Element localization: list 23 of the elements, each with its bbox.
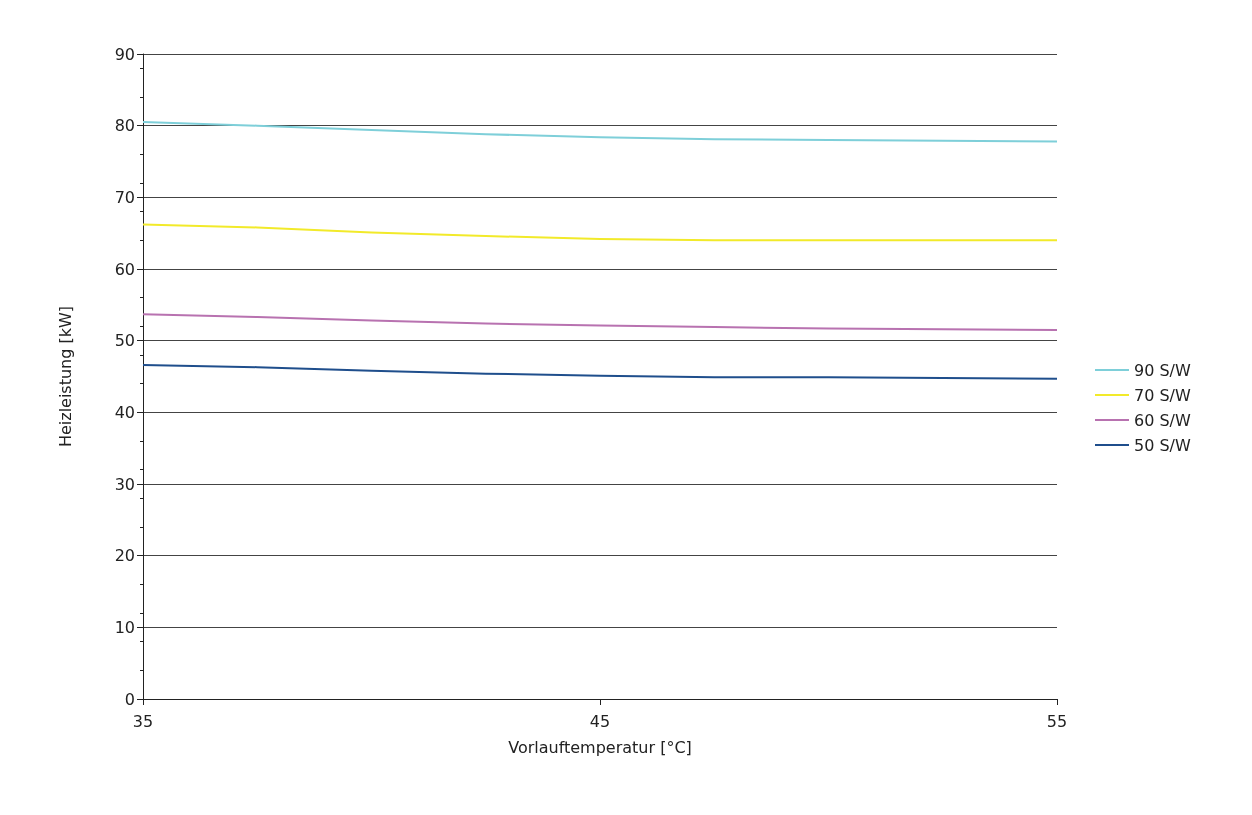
y-tick-label: 70 (114, 187, 135, 207)
legend-label: 90 S/W (1134, 360, 1191, 380)
y-tick-label: 30 (114, 474, 135, 494)
y-tick-label: 20 (114, 546, 135, 566)
y-axis-title: Heizleistung [kW] (55, 305, 75, 448)
legend-label: 60 S/W (1134, 410, 1191, 430)
legend-label: 70 S/W (1134, 385, 1191, 405)
y-tick-label: 80 (114, 116, 135, 136)
line-series (142, 313, 1058, 331)
line-series (142, 364, 1058, 380)
x-tick-label: 55 (1046, 711, 1068, 731)
y-tick-label: 90 (114, 44, 135, 64)
y-tick-label: 0 (124, 689, 135, 709)
x-axis-title: Vorlauftemperatur [°C] (508, 737, 692, 757)
x-tick-label: 45 (589, 711, 611, 731)
y-tick-label: 10 (114, 617, 135, 637)
legend-label: 50 S/W (1134, 435, 1191, 455)
line-series (142, 223, 1058, 242)
y-tick-label: 50 (114, 331, 135, 351)
x-tick-label: 35 (132, 711, 154, 731)
y-tick-label: 40 (114, 402, 135, 422)
y-tick-label: 60 (114, 259, 135, 279)
line-series (142, 121, 1058, 143)
